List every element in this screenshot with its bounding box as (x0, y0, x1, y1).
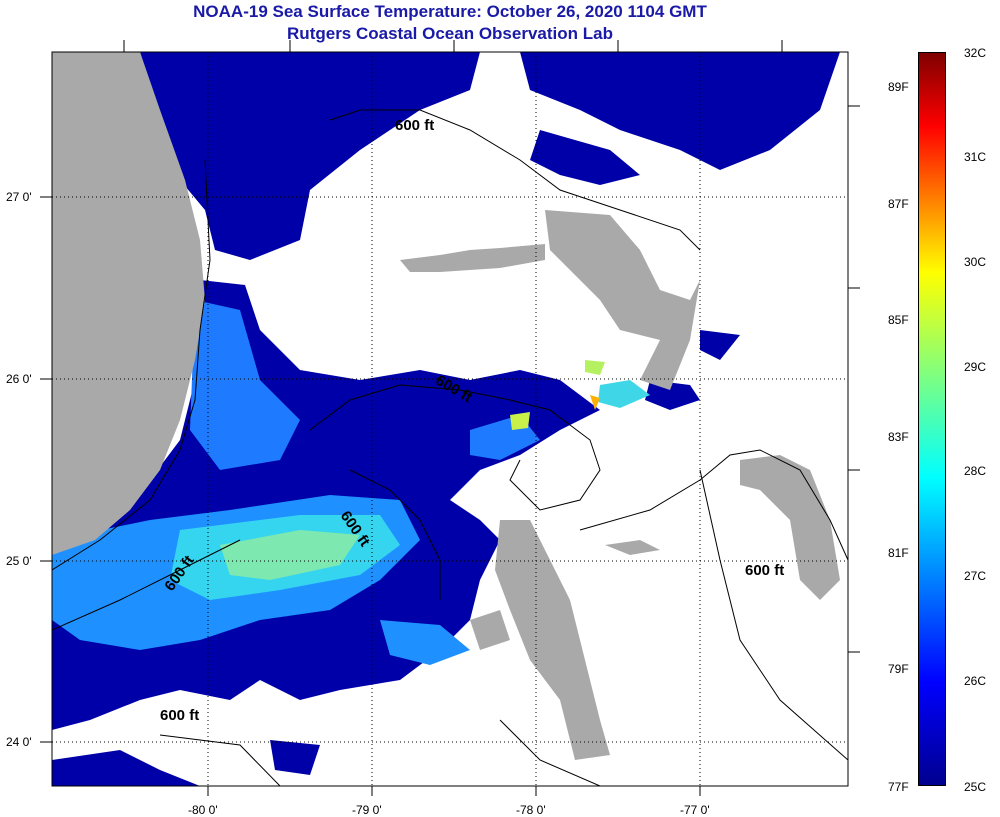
colorbar-c-label: 30C (964, 255, 987, 269)
contour-label: 600 ft (745, 562, 784, 579)
colorbar-f-label: 81F (888, 546, 909, 560)
colorbar-f-label: 83F (888, 430, 909, 444)
land (52, 52, 840, 760)
lat-tick-label: 24 0' (6, 735, 32, 749)
map-frame (51, 51, 849, 787)
colorbar-f-label: 89F (888, 80, 909, 94)
lat-tick-label: 26 0' (6, 372, 32, 386)
sst-warm-spots (510, 360, 650, 430)
colorbar-f-label: 77F (888, 780, 909, 794)
lat-tick-label: 25 0' (6, 554, 32, 568)
contour-label: 600 ft (395, 117, 434, 134)
contour-label: 600 ft (160, 707, 199, 724)
lon-tick-label: -79 0' (352, 803, 382, 817)
colorbar-c-label: 29C (964, 360, 987, 374)
lon-tick-label: -77 0' (680, 803, 710, 817)
bathymetry-contours (52, 109, 848, 786)
sst-warm-water (52, 300, 540, 665)
colorbar-c-label: 26C (964, 674, 987, 688)
lon-tick-label: -78 0' (516, 803, 546, 817)
colorbar-c-label: 32C (964, 46, 987, 60)
grid-lines (52, 52, 848, 786)
map-subtitle: Rutgers Coastal Ocean Observation Lab (287, 24, 613, 43)
colorbar-f-label: 85F (888, 313, 909, 327)
lon-tick-label: -80 0' (188, 803, 218, 817)
colorbar-c-label: 28C (964, 464, 987, 478)
lat-tick-label: 27 0' (6, 190, 32, 204)
tick-marks (40, 40, 860, 796)
colorbar-f-label: 87F (888, 197, 909, 211)
colorbar-c-label: 25C (964, 780, 987, 794)
map-title: NOAA-19 Sea Surface Temperature: October… (193, 2, 707, 21)
temperature-colorbar (918, 52, 946, 786)
colorbar-c-label: 27C (964, 569, 987, 583)
colorbar-f-label: 79F (888, 662, 909, 676)
colorbar-c-label: 31C (964, 150, 987, 164)
